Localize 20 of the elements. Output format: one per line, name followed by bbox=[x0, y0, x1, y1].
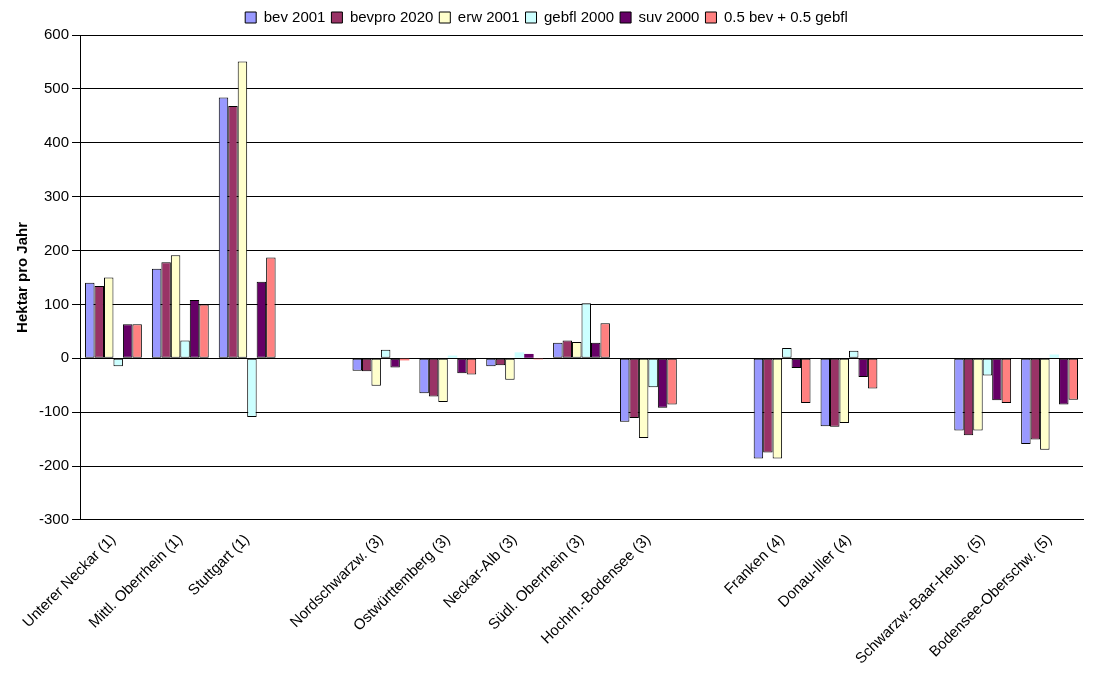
y-tick-label: -200 bbox=[38, 456, 70, 474]
legend-label: bev 2001 bbox=[263, 7, 326, 25]
legend-label: bevpro 2020 bbox=[349, 7, 434, 25]
y-tick-label: -100 bbox=[38, 402, 70, 420]
y-tick-label: 200 bbox=[43, 240, 70, 258]
y-tick-label: 100 bbox=[43, 294, 70, 312]
legend-label: 0.5 bev + 0.5 gebfl bbox=[723, 7, 848, 25]
legend-label: suv 2000 bbox=[638, 7, 700, 25]
y-tick-label: 0 bbox=[60, 348, 70, 366]
legend-label: gebfl 2000 bbox=[544, 7, 615, 25]
bar bbox=[514, 352, 525, 358]
bar bbox=[524, 353, 534, 358]
y-axis-title: Hektar pro Jahr bbox=[13, 221, 31, 333]
y-tick-label: 600 bbox=[43, 25, 70, 43]
y-tick-label: 300 bbox=[43, 186, 70, 204]
y-tick-label: 500 bbox=[43, 79, 70, 97]
bar bbox=[1049, 354, 1060, 358]
y-tick-label: 400 bbox=[43, 132, 70, 150]
y-tick-label: -300 bbox=[38, 510, 70, 528]
legend-label: erw 2001 bbox=[457, 7, 520, 25]
